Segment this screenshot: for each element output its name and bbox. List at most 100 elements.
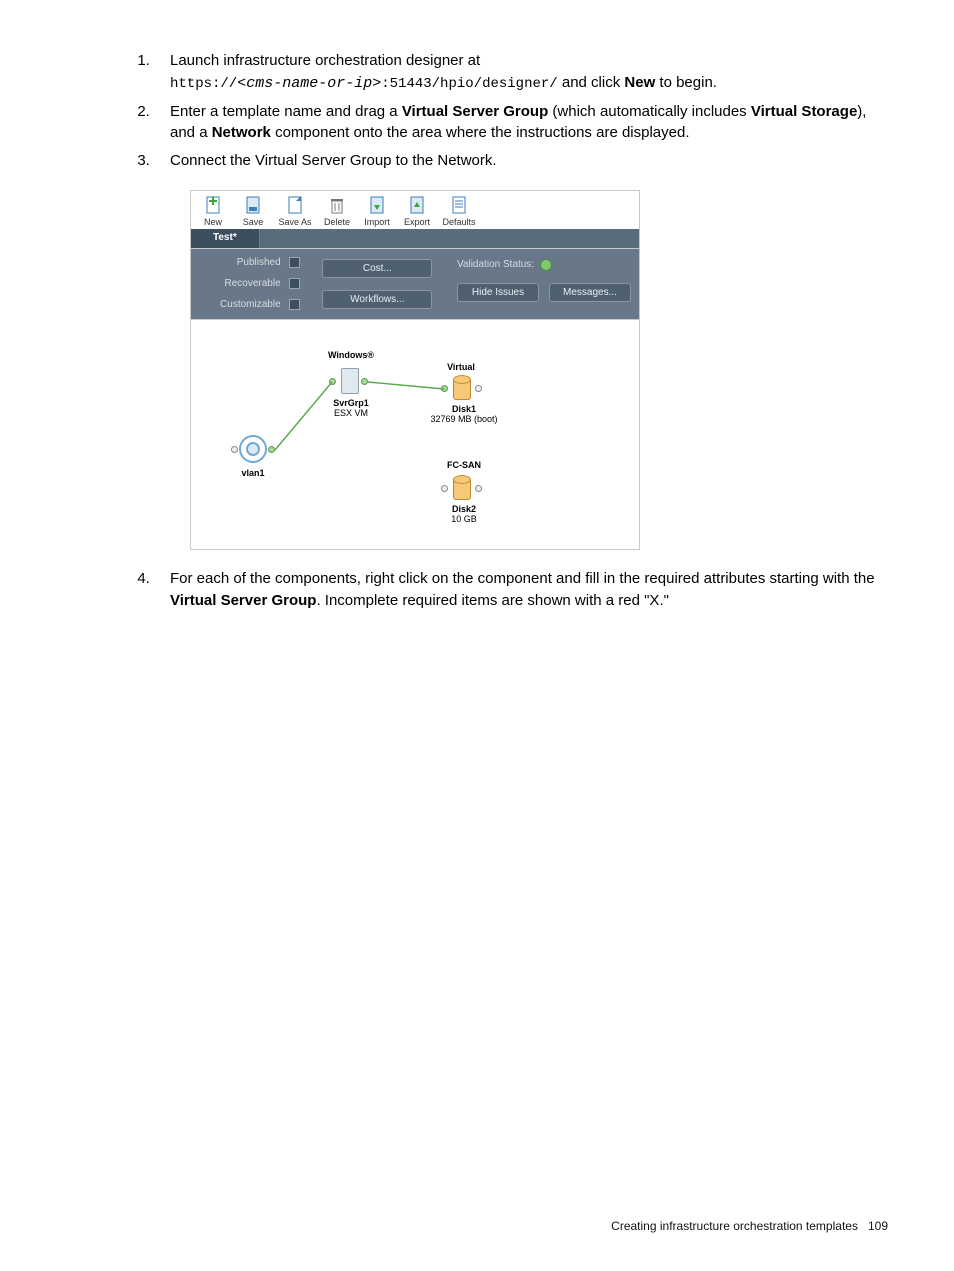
trash-icon <box>328 195 346 215</box>
disk2-port-left[interactable] <box>441 485 448 492</box>
step1-url-post: :51443/hpio/designer/ <box>381 76 557 92</box>
toolbar-delete[interactable]: Delete <box>317 195 357 227</box>
properties-panel: Published Recoverable Customizable Cost.… <box>190 249 640 320</box>
instruction-list-continued: For each of the components, right click … <box>110 568 894 612</box>
disk1-node[interactable] <box>453 378 471 400</box>
tab-bar: Test* <box>190 229 640 249</box>
workflows-button[interactable]: Workflows... <box>322 290 432 309</box>
vlan-port-right[interactable] <box>268 446 275 453</box>
vlan-port-left[interactable] <box>231 446 238 453</box>
step4-a: For each of the components, right click … <box>170 570 875 587</box>
toolbar-new-label: New <box>204 217 222 227</box>
defaults-doc-icon <box>450 195 468 215</box>
canvas-edges <box>191 320 639 549</box>
messages-button[interactable]: Messages... <box>549 283 631 302</box>
step-3: Connect the Virtual Server Group to the … <box>154 150 894 172</box>
status-ok-icon <box>540 259 552 271</box>
step1-url-pre: https:// <box>170 76 237 92</box>
toolbar-import[interactable]: Import <box>357 195 397 227</box>
saveas-doc-icon <box>286 195 304 215</box>
designer-screenshot: New Save Save As Delete <box>190 190 640 550</box>
step2-a: Enter a template name and drag a <box>170 103 402 120</box>
checkbox-icon[interactable] <box>289 299 300 310</box>
prop-customizable[interactable]: Customizable <box>197 299 300 310</box>
server-label: SvrGrp1 ESX VM <box>323 398 379 418</box>
footer-title: Creating infrastructure orchestration te… <box>611 1219 858 1233</box>
designer-toolbar: New Save Save As Delete <box>190 190 640 229</box>
toolbar-defaults[interactable]: Defaults <box>437 195 481 227</box>
toolbar-delete-label: Delete <box>324 217 350 227</box>
instruction-list: Launch infrastructure orchestration desi… <box>110 50 894 172</box>
server-name: SvrGrp1 <box>333 398 369 408</box>
toolbar-defaults-label: Defaults <box>442 217 475 227</box>
toolbar-save[interactable]: Save <box>233 195 273 227</box>
properties-checkboxes: Published Recoverable Customizable <box>191 249 306 319</box>
hide-issues-button[interactable]: Hide Issues <box>457 283 539 302</box>
step4-b: Virtual Server Group <box>170 592 316 609</box>
step1-text-a: Launch infrastructure orchestration desi… <box>170 52 480 69</box>
properties-mid-buttons: Cost... Workflows... <box>306 249 449 319</box>
toolbar-import-label: Import <box>364 217 390 227</box>
toolbar-save-label: Save <box>243 217 264 227</box>
step3-text: Connect the Virtual Server Group to the … <box>170 152 497 169</box>
step-1: Launch infrastructure orchestration desi… <box>154 50 894 95</box>
disk1-label: Disk1 32769 MB (boot) <box>419 404 509 424</box>
server-port-right[interactable] <box>361 378 368 385</box>
disk1-name: Disk1 <box>452 404 476 414</box>
checkbox-icon[interactable] <box>289 257 300 268</box>
virtual-label: Virtual <box>439 362 483 372</box>
step1-bold-new: New <box>624 74 655 91</box>
step2-b2: Virtual Storage <box>751 103 857 120</box>
vlan-label: vlan1 <box>231 468 275 478</box>
disk1-sub: 32769 MB (boot) <box>430 414 497 424</box>
server-node[interactable] <box>341 368 359 394</box>
validation-status-label: Validation Status: <box>457 259 534 270</box>
prop-customizable-label: Customizable <box>220 299 281 310</box>
vlan-node[interactable] <box>239 435 267 463</box>
cost-button[interactable]: Cost... <box>322 259 432 278</box>
disk2-port-right[interactable] <box>475 485 482 492</box>
step1-text-c: to begin. <box>655 74 717 91</box>
disk2-name: Disk2 <box>452 504 476 514</box>
toolbar-saveas-label: Save As <box>278 217 311 227</box>
tab-test[interactable]: Test* <box>191 229 260 248</box>
toolbar-export[interactable]: Export <box>397 195 437 227</box>
step1-text-b: and click <box>558 74 625 91</box>
page-footer: Creating infrastructure orchestration te… <box>611 1219 888 1233</box>
toolbar-saveas[interactable]: Save As <box>273 195 317 227</box>
disk1-port-right[interactable] <box>475 385 482 392</box>
server-port-left[interactable] <box>329 378 336 385</box>
toolbar-new[interactable]: New <box>193 195 233 227</box>
step4-c: . Incomplete required items are shown wi… <box>316 592 668 609</box>
step2-d: component onto the area where the instru… <box>271 124 690 141</box>
prop-recoverable[interactable]: Recoverable <box>197 278 300 289</box>
properties-right: Validation Status: Hide Issues Messages.… <box>449 249 639 319</box>
prop-published[interactable]: Published <box>197 257 300 268</box>
step-2: Enter a template name and drag a Virtual… <box>154 101 894 145</box>
step2-b: (which automatically includes <box>548 103 751 120</box>
server-sub: ESX VM <box>334 408 368 418</box>
right-button-row: Hide Issues Messages... <box>457 283 631 302</box>
checkbox-icon[interactable] <box>289 278 300 289</box>
plus-doc-icon <box>204 195 222 215</box>
footer-page: 109 <box>868 1219 888 1233</box>
step-4: For each of the components, right click … <box>154 568 894 612</box>
disk1-port-left[interactable] <box>441 385 448 392</box>
export-doc-icon <box>408 195 426 215</box>
disk2-label: Disk2 10 GB <box>439 504 489 524</box>
prop-published-label: Published <box>237 257 281 268</box>
fcsan-label: FC-SAN <box>439 460 489 470</box>
step1-url-var: <cms-name-or-ip> <box>237 75 381 92</box>
prop-recoverable-label: Recoverable <box>224 278 280 289</box>
import-doc-icon <box>368 195 386 215</box>
toolbar-export-label: Export <box>404 217 430 227</box>
step2-b1: Virtual Server Group <box>402 103 548 120</box>
designer-canvas[interactable]: vlan1 Windows® SvrGrp1 ESX VM Virtual Di… <box>190 320 640 550</box>
windows-label: Windows® <box>321 350 381 360</box>
step2-b3: Network <box>212 124 271 141</box>
vlan-ring-icon <box>246 442 260 456</box>
validation-status: Validation Status: <box>457 259 631 271</box>
save-doc-icon <box>244 195 262 215</box>
disk2-sub: 10 GB <box>451 514 477 524</box>
disk2-node[interactable] <box>453 478 471 500</box>
